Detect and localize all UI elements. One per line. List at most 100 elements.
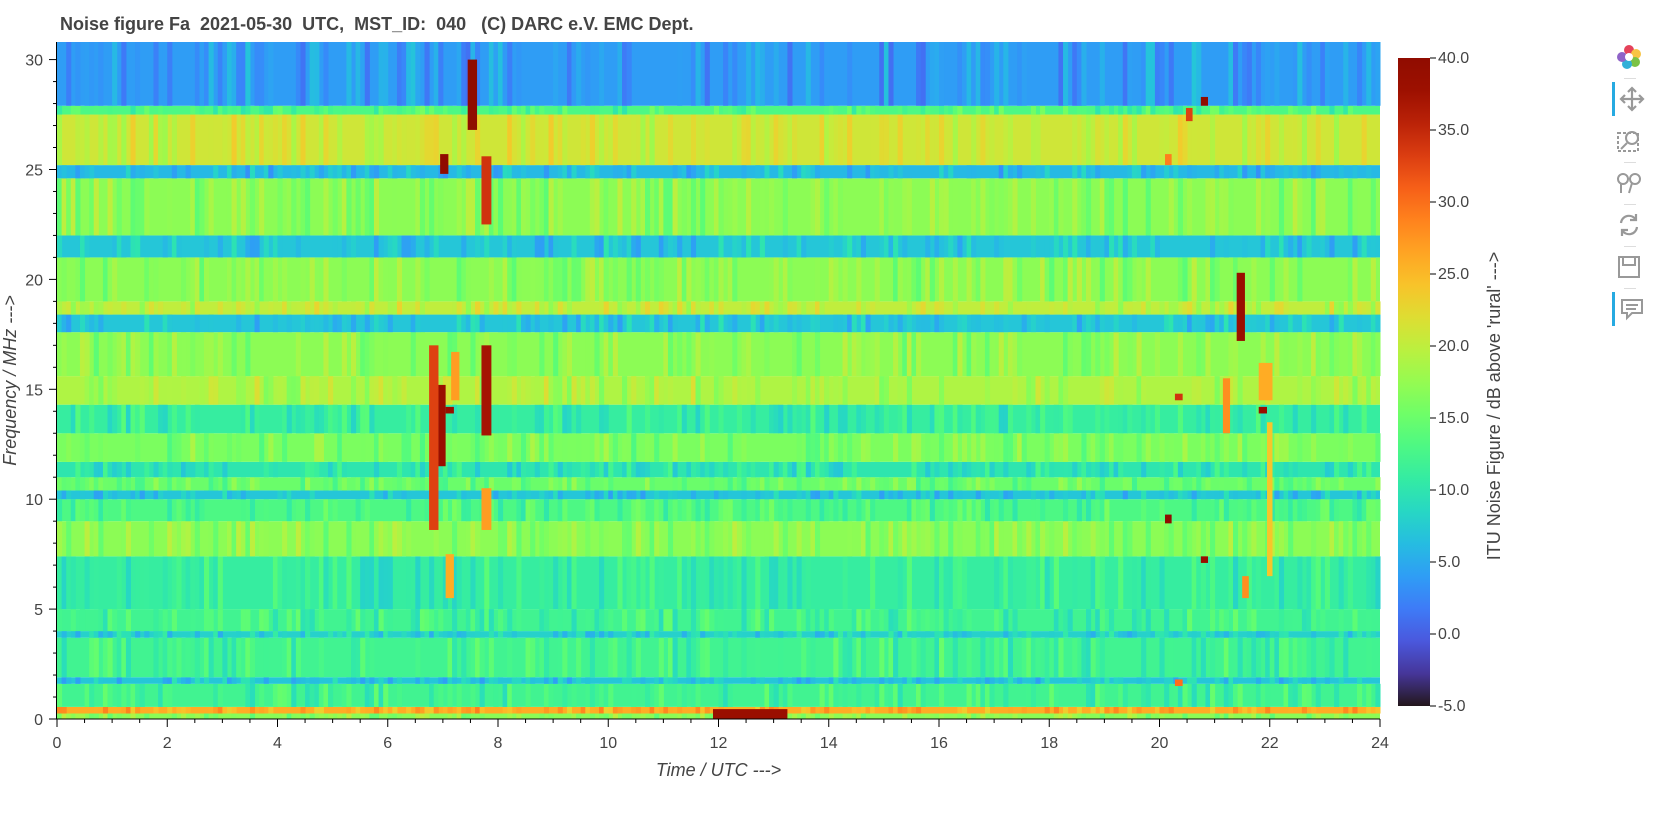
heatmap-cell — [548, 683, 554, 707]
heatmap-cell — [1301, 165, 1307, 179]
heatmap-cell — [305, 499, 311, 522]
heatmap-cell — [819, 461, 825, 478]
y-tick-label: 10 — [25, 492, 43, 509]
heatmap-cell — [240, 178, 246, 236]
heatmap-cell — [222, 105, 228, 115]
heatmap-cell — [116, 683, 122, 707]
heatmap-cell — [1283, 165, 1289, 179]
heatmap-cell — [1035, 461, 1041, 478]
heatmap-cell — [419, 165, 425, 179]
heatmap-cell — [713, 105, 719, 115]
bokeh-logo-icon[interactable] — [1612, 40, 1646, 74]
heatmap-cell — [1246, 631, 1252, 638]
heatmap-cell — [1173, 301, 1179, 315]
heatmap-cell — [125, 609, 131, 632]
reset-icon[interactable] — [1612, 208, 1646, 242]
heatmap-cell — [442, 631, 448, 638]
heatmap-cell — [1260, 404, 1266, 434]
heatmap-cell — [1053, 178, 1059, 236]
heatmap-cell — [589, 114, 595, 166]
heatmap-cell — [654, 683, 660, 707]
heatmap-cell — [79, 301, 86, 315]
hover-icon[interactable] — [1612, 292, 1649, 326]
heatmap-cell — [226, 165, 233, 179]
heatmap-cell — [957, 404, 963, 434]
heatmap-cell — [819, 631, 825, 638]
heatmap-cell — [1108, 713, 1115, 719]
heatmap-cell — [631, 556, 637, 610]
save-icon[interactable] — [1612, 250, 1646, 284]
heatmap-cell — [107, 404, 113, 434]
heatmap-cell — [144, 257, 150, 302]
heatmap-cell — [1315, 332, 1321, 377]
heatmap-cell — [1044, 433, 1050, 462]
heatmap-cell — [351, 114, 357, 166]
heatmap-cell — [888, 165, 894, 179]
heatmap-cell — [364, 404, 370, 434]
heatmap-cell — [1260, 235, 1266, 258]
heatmap-cell — [1223, 433, 1229, 462]
heatmap-cell — [125, 461, 131, 478]
pan-icon[interactable] — [1612, 82, 1649, 116]
heatmap-cell — [240, 477, 246, 491]
wheel-zoom-icon[interactable] — [1612, 166, 1646, 200]
heatmap-cell — [1081, 713, 1087, 719]
heatmap-cell — [337, 713, 343, 719]
heatmap-cell — [341, 105, 347, 115]
heatmap-cell — [677, 713, 683, 719]
heatmap-cell — [585, 677, 591, 684]
heatmap-cell — [1283, 433, 1289, 462]
heatmap-cell — [837, 178, 844, 236]
heatmap-cell — [1255, 637, 1262, 678]
heatmap-cell — [351, 314, 357, 333]
heatmap-cell — [557, 301, 563, 315]
heatmap-cell — [84, 461, 90, 478]
heatmap-cell — [1012, 477, 1018, 491]
heatmap-cell — [1205, 332, 1211, 377]
heatmap-cell — [263, 301, 269, 315]
heatmap-cell — [1063, 332, 1069, 377]
heatmap-cell — [612, 490, 618, 500]
heatmap-cell — [1168, 706, 1174, 714]
heatmap-cell — [217, 631, 223, 638]
heatmap-cell — [553, 477, 559, 491]
heatmap-cell — [906, 314, 912, 333]
heatmap-cell — [654, 314, 660, 333]
heatmap-cell — [369, 114, 375, 166]
heatmap-cell — [282, 713, 288, 719]
heatmap-cell — [1274, 301, 1280, 315]
heatmap-cell — [617, 301, 623, 315]
heatmap-cell — [635, 631, 641, 638]
heatmap-cell — [984, 332, 991, 377]
heatmap-cell — [1292, 609, 1298, 632]
heatmap-cell — [465, 301, 471, 315]
heatmap-cell — [957, 521, 963, 557]
heatmap-cell — [635, 521, 641, 557]
heatmap-cell — [1058, 477, 1064, 491]
heatmap-cell — [1269, 677, 1275, 684]
heatmap-cell — [1288, 521, 1294, 557]
heatmap-cell — [1366, 499, 1372, 522]
heatmap-cell — [1242, 706, 1248, 714]
heatmap-cell — [856, 490, 862, 500]
heatmap-cell — [718, 404, 724, 434]
heatmap-cell — [1306, 235, 1312, 258]
heatmap-cell — [130, 490, 136, 500]
heatmap-cell — [1182, 683, 1188, 707]
heatmap-cell — [635, 637, 641, 678]
heatmap-cell — [929, 257, 935, 302]
y-tick-label: 0 — [34, 712, 43, 729]
heatmap-cell — [640, 631, 646, 638]
heatmap-cell — [814, 332, 821, 377]
heatmap-cell — [75, 114, 81, 166]
heatmap-cell — [603, 404, 609, 434]
heatmap-cell — [677, 683, 683, 707]
heatmap-hotspot — [1165, 154, 1172, 166]
box-zoom-icon[interactable] — [1612, 124, 1646, 158]
heatmap-cell — [787, 257, 793, 302]
heatmap-cell — [452, 433, 458, 462]
heatmap-cell — [222, 490, 228, 500]
heatmap-cell — [1081, 178, 1087, 236]
heatmap-cell — [208, 42, 214, 106]
